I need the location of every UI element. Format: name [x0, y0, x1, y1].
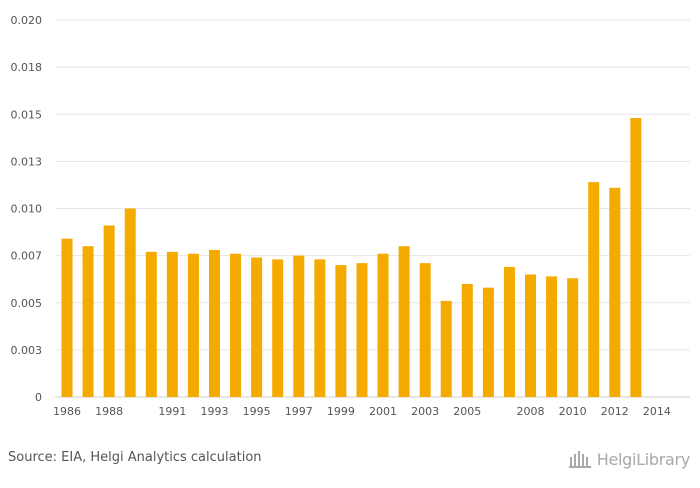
bar-2009: [546, 276, 558, 397]
x-tick-label: 2010: [559, 405, 587, 418]
bar-1987: [82, 246, 94, 397]
bar-1990: [145, 251, 157, 397]
x-tick-label: 2005: [453, 405, 481, 418]
y-tick-label: 0.005: [11, 297, 43, 310]
bar-2010: [567, 278, 579, 397]
x-tick-label: 1993: [200, 405, 228, 418]
x-tick-label: 2008: [517, 405, 545, 418]
bar-1988: [103, 225, 115, 397]
bar-2012: [609, 187, 621, 397]
logo-text: HelgiLibrary: [596, 449, 691, 469]
x-tick-label: 2014: [643, 405, 671, 418]
y-tick-label: 0.020: [11, 14, 43, 27]
x-tick-label: 1988: [95, 405, 123, 418]
x-tick-label: 2012: [601, 405, 629, 418]
x-tick-label: 1997: [285, 405, 313, 418]
y-tick-label: 0.013: [11, 155, 43, 168]
bar-1986: [61, 238, 73, 397]
bar-1997: [293, 255, 305, 398]
x-tick-label: 2003: [411, 405, 439, 418]
x-tick-label: 2001: [369, 405, 397, 418]
y-tick-label: 0.010: [11, 203, 43, 216]
x-tick-label: 1986: [53, 405, 81, 418]
bar-1994: [230, 253, 242, 397]
bar-2007: [503, 266, 515, 397]
helgi-library-logo: HelgiLibrary: [568, 446, 691, 472]
bar-2005: [461, 283, 473, 397]
bar-1993: [208, 249, 220, 397]
bar-1995: [251, 257, 263, 397]
y-tick-label: 0.007: [11, 250, 43, 263]
bar-2003: [419, 263, 431, 397]
y-tick-label: 0.003: [11, 344, 43, 357]
bar-1991: [166, 251, 178, 397]
bar-1999: [335, 265, 347, 397]
bar-1992: [187, 253, 199, 397]
x-tick-label: 1991: [158, 405, 186, 418]
bar-2001: [377, 253, 389, 397]
library-building-icon: [568, 451, 591, 468]
x-tick-label: 1999: [327, 405, 355, 418]
bar-1998: [314, 259, 326, 397]
bar-2004: [440, 300, 452, 397]
bar-1996: [272, 259, 284, 397]
x-tick-label: 1995: [243, 405, 271, 418]
bar-2011: [588, 182, 600, 397]
y-tick-label: 0.018: [11, 61, 43, 74]
source-note: Source: EIA, Helgi Analytics calculation: [8, 450, 262, 465]
bar-2008: [525, 274, 537, 397]
bar-2006: [482, 287, 494, 397]
bar-2000: [356, 263, 368, 397]
bar-2013: [630, 118, 642, 398]
y-tick-label: 0.015: [11, 108, 43, 121]
y-tick-label: 0: [35, 391, 42, 404]
bar-2002: [398, 246, 410, 397]
bar-1989: [124, 208, 136, 397]
